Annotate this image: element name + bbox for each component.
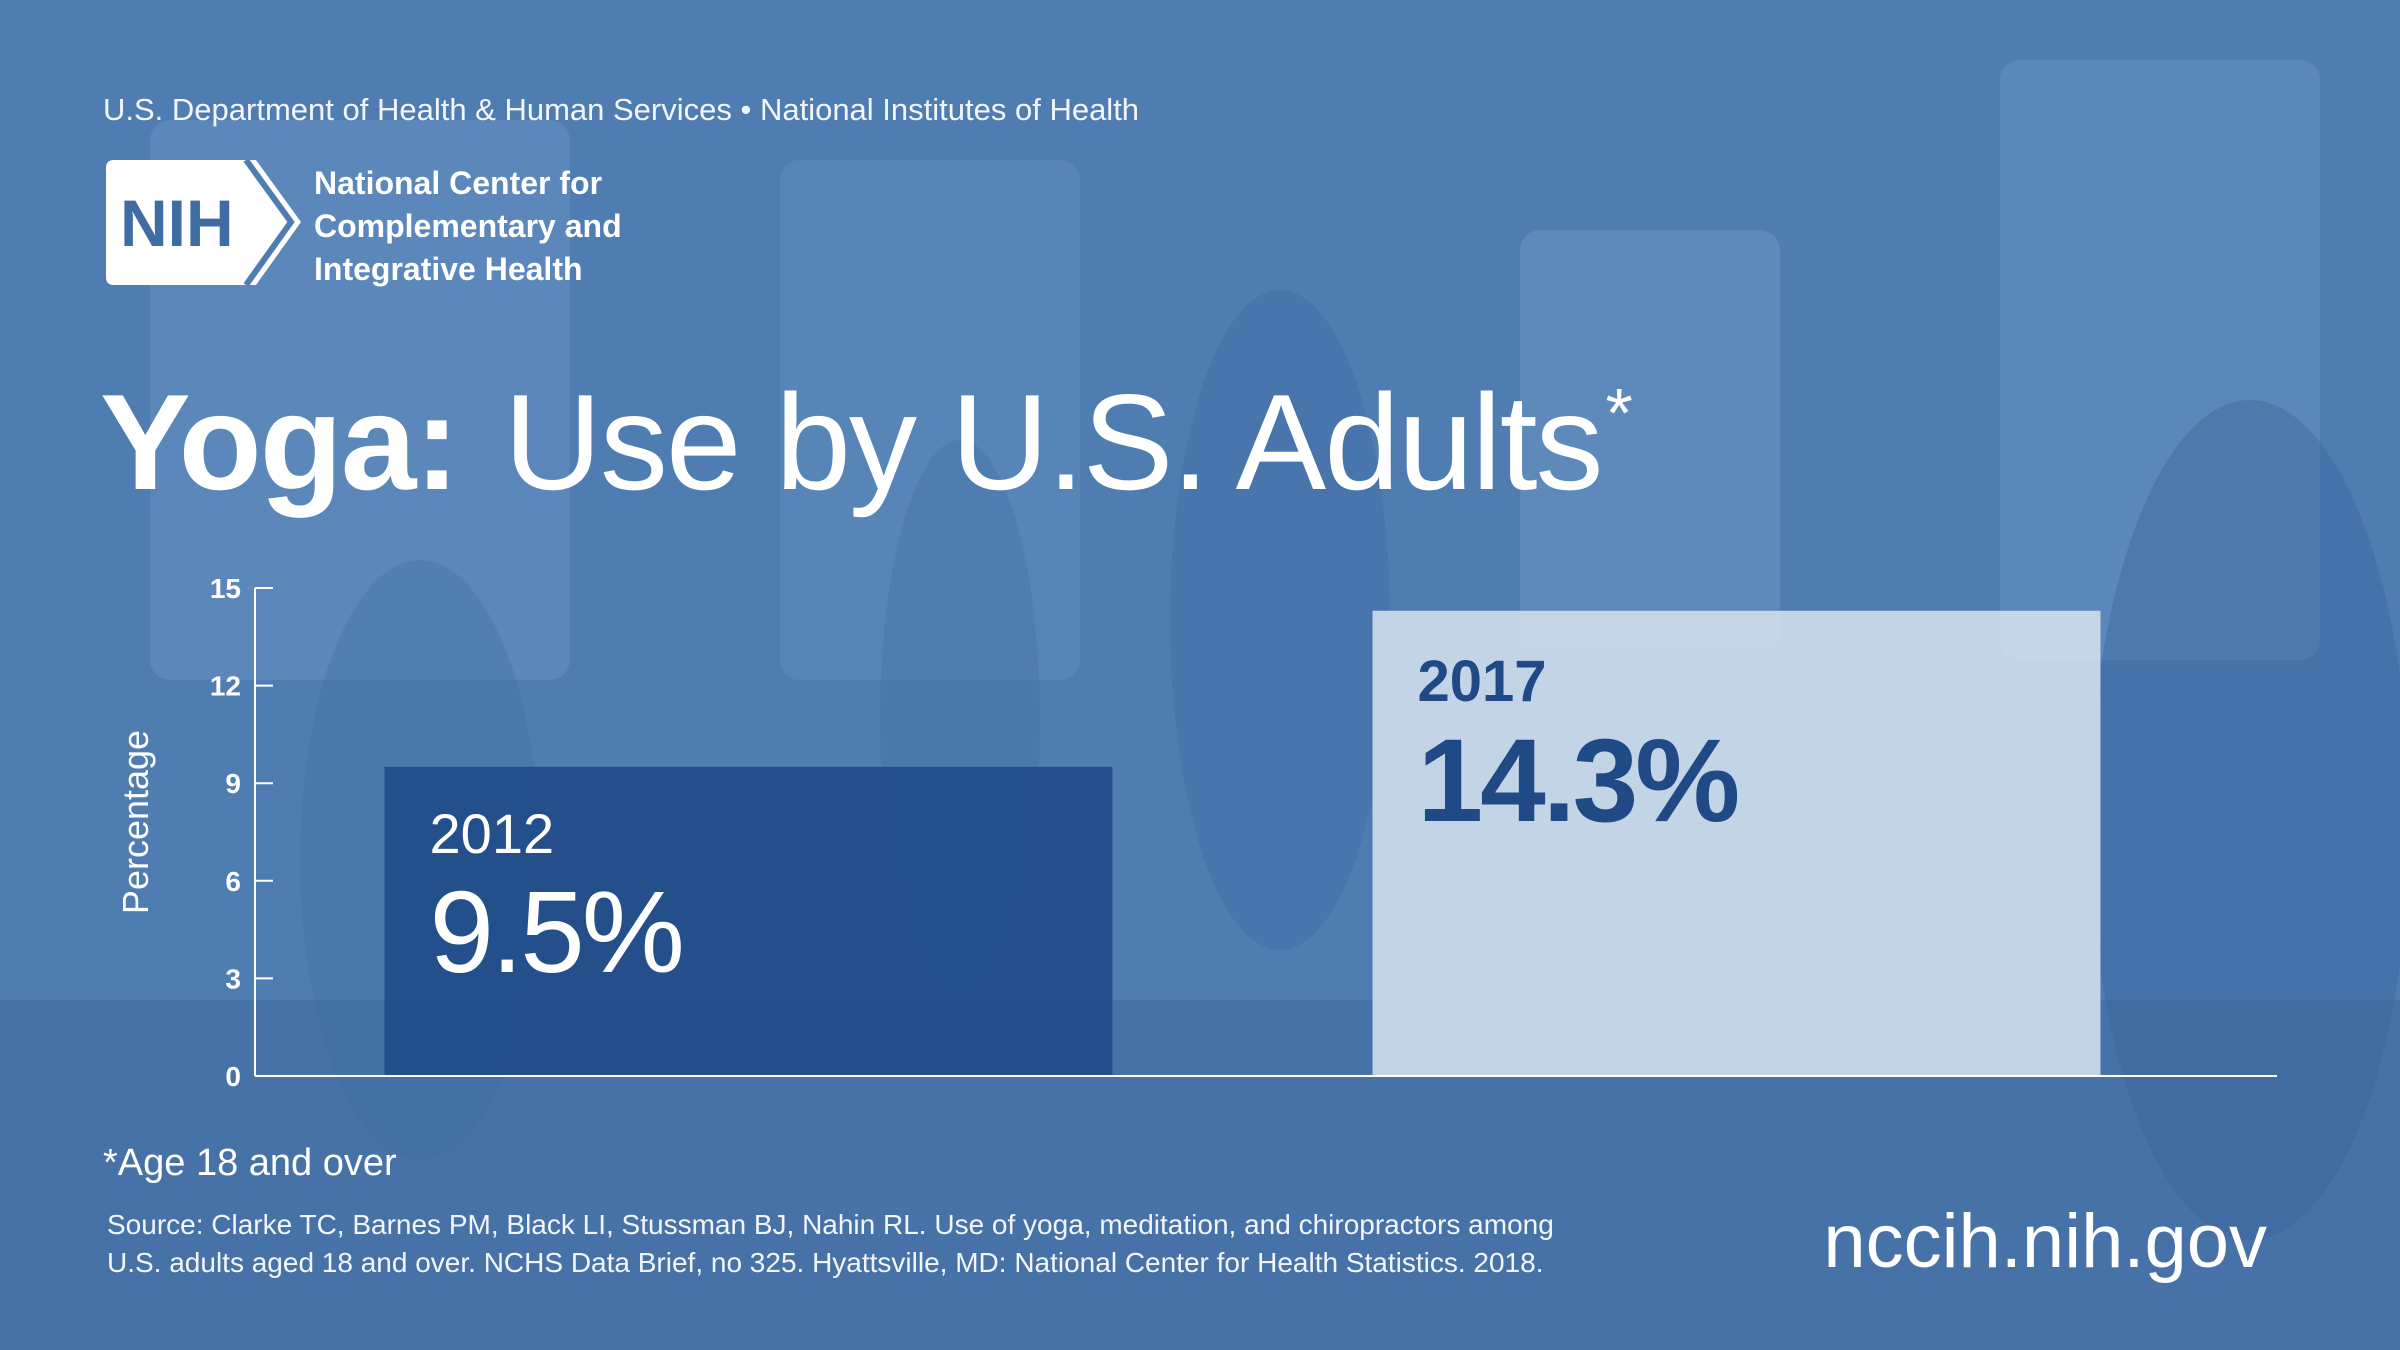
title-marker: * <box>1605 374 1633 452</box>
footnote: *Age 18 and over <box>103 1142 397 1184</box>
bar-value-label: 9.5% <box>430 867 682 997</box>
y-tick-label: 15 <box>210 573 241 604</box>
bar-category-label: 2012 <box>430 802 555 865</box>
center-name-line: Complementary and <box>314 208 622 244</box>
title-light: Use by U.S. Adults <box>503 366 1604 518</box>
source-line: U.S. adults aged 18 and over. NCHS Data … <box>107 1247 1544 1278</box>
y-axis: 0 3 6 9 12 15 <box>210 573 273 1092</box>
y-tick-label: 6 <box>225 866 241 897</box>
y-tick-label: 3 <box>225 963 241 994</box>
agency-line: U.S. Department of Health & Human Servic… <box>103 92 1140 127</box>
y-tick-label: 0 <box>225 1061 241 1092</box>
bar-value-label: 14.3% <box>1418 715 1738 847</box>
nih-logo-text: NIH <box>120 186 234 260</box>
y-tick-label: 9 <box>225 768 241 799</box>
center-name-line: National Center for <box>314 165 603 201</box>
bar <box>384 766 1113 1076</box>
source-citation: Source: Clarke TC, Barnes PM, Black LI, … <box>107 1206 1747 1282</box>
page-title: Yoga: Use by U.S. Adults* <box>100 338 1633 518</box>
bar-category-label: 2017 <box>1418 649 1547 714</box>
bar <box>1372 610 2101 1076</box>
center-name-line: Integrative Health <box>314 251 583 287</box>
y-tick-label: 12 <box>210 671 241 702</box>
source-line: Source: Clarke TC, Barnes PM, Black LI, … <box>107 1209 1554 1240</box>
center-name: National Center for Complementary and In… <box>314 162 622 291</box>
website-link[interactable]: nccih.nih.gov <box>1823 1199 2267 1284</box>
title-bold: Yoga: <box>100 366 460 518</box>
y-axis-label: Percentage <box>115 730 156 914</box>
nih-logo: NIH <box>106 160 301 285</box>
